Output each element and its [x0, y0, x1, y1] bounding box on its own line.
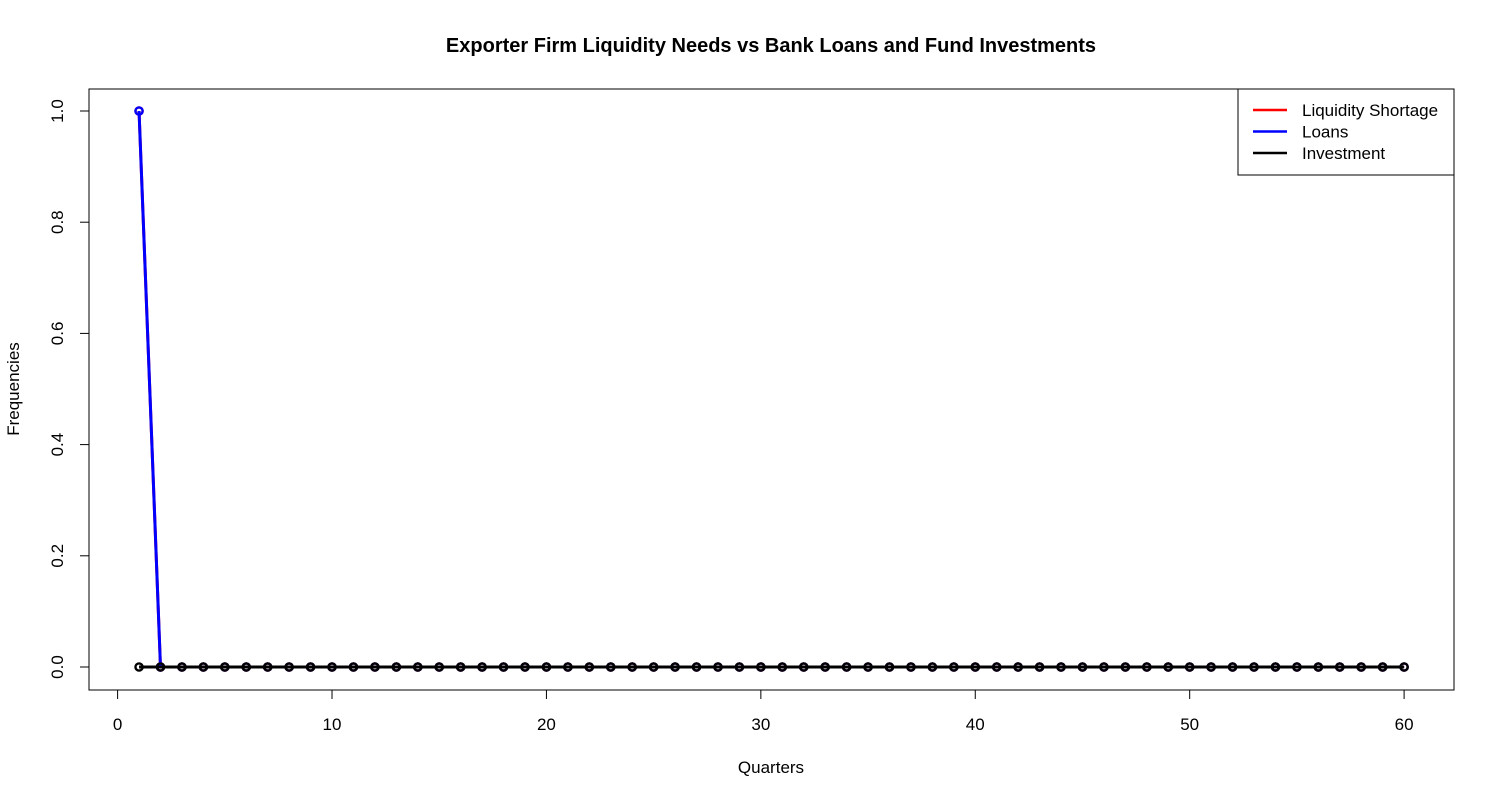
data-point	[1249, 662, 1259, 672]
data-point	[648, 662, 659, 672]
data-point	[798, 662, 809, 672]
data-point	[605, 662, 616, 672]
y-tick-label: 1.0	[48, 99, 67, 123]
data-point	[1356, 662, 1367, 672]
y-tick-label: 0.2	[48, 544, 67, 568]
series-liquidity-shortage	[134, 106, 1409, 672]
data-point	[1377, 662, 1388, 672]
series-investment	[134, 662, 1409, 672]
data-point	[1034, 662, 1045, 672]
data-point	[1270, 662, 1281, 672]
data-point	[884, 662, 895, 672]
data-point	[155, 662, 166, 672]
y-tick-label: 0.6	[48, 322, 67, 346]
data-point	[134, 106, 144, 116]
data-point	[348, 662, 359, 672]
data-point	[1163, 662, 1174, 672]
data-point	[220, 662, 230, 672]
data-point	[305, 662, 316, 672]
data-point	[691, 662, 702, 672]
data-point	[1399, 662, 1409, 672]
legend-label: Loans	[1302, 123, 1348, 142]
data-point	[734, 662, 745, 672]
y-axis: 0.0 0.2 0.4 0.6 0.8 1.0	[48, 99, 90, 679]
data-point	[1120, 662, 1131, 672]
y-tick-label: 0.0	[48, 655, 67, 679]
data-point	[820, 662, 830, 672]
data-point	[134, 662, 144, 672]
data-point	[1206, 662, 1216, 672]
data-point	[262, 662, 273, 672]
data-point	[627, 662, 638, 672]
x-tick-label: 40	[966, 715, 985, 734]
data-point	[1056, 662, 1066, 672]
data-point	[584, 662, 595, 672]
x-axis-label: Quarters	[738, 758, 804, 777]
data-point	[412, 662, 423, 672]
data-point	[927, 662, 938, 672]
data-point	[520, 662, 530, 672]
data-point	[177, 662, 187, 672]
data-point	[498, 662, 509, 672]
series-line	[137, 110, 1405, 669]
data-point	[863, 662, 873, 672]
data-point	[777, 662, 788, 672]
data-point	[477, 662, 487, 672]
legend-label: Liquidity Shortage	[1302, 101, 1438, 120]
y-tick-label: 0.8	[48, 210, 67, 234]
data-point	[370, 662, 380, 672]
data-point	[1292, 662, 1302, 672]
data-point	[1227, 662, 1238, 672]
series-line	[137, 110, 1405, 669]
x-tick-label: 30	[751, 715, 770, 734]
data-point	[1013, 662, 1023, 672]
x-tick-label: 50	[1180, 715, 1199, 734]
data-point	[1099, 662, 1109, 672]
x-tick-label: 60	[1395, 715, 1414, 734]
x-tick-label: 0	[113, 715, 122, 734]
data-point	[756, 662, 766, 672]
x-axis: 0 10 20 30 40 50 60	[113, 689, 1414, 734]
legend: Liquidity Shortage Loans Investment	[1237, 88, 1455, 176]
data-point	[991, 662, 1002, 672]
data-point	[1334, 662, 1345, 672]
series-layer	[134, 106, 1409, 672]
data-point	[906, 662, 916, 672]
data-point	[284, 662, 294, 672]
legend-label: Investment	[1302, 144, 1385, 163]
y-tick-label: 0.4	[48, 433, 67, 457]
data-point	[713, 662, 723, 672]
data-point	[434, 662, 445, 672]
x-tick-label: 10	[323, 715, 342, 734]
data-point	[1313, 662, 1324, 672]
data-point	[1142, 662, 1152, 672]
data-point	[198, 662, 209, 672]
data-point	[541, 662, 552, 672]
data-point	[563, 662, 573, 672]
x-tick-label: 20	[537, 715, 556, 734]
data-point	[391, 662, 402, 672]
series-loans	[134, 106, 1409, 672]
data-point	[670, 662, 680, 672]
data-point	[1077, 662, 1088, 672]
data-point	[949, 662, 959, 672]
chart-title: Exporter Firm Liquidity Needs vs Bank Lo…	[446, 35, 1096, 57]
y-axis-label: Frequencies	[4, 342, 23, 436]
plot-frame	[88, 88, 1455, 691]
data-point	[970, 662, 981, 672]
data-point	[241, 662, 252, 672]
data-point	[1184, 662, 1195, 672]
data-point	[327, 662, 337, 672]
data-point	[455, 662, 466, 672]
data-point	[841, 662, 852, 672]
